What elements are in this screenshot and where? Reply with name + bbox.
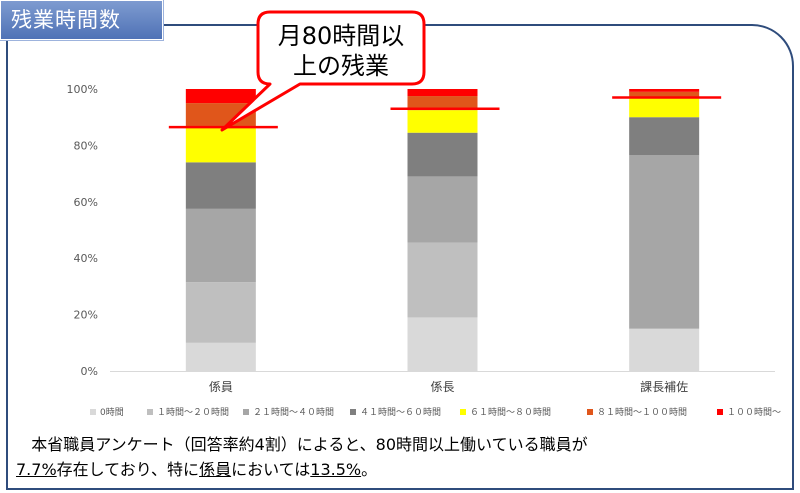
legend-swatch	[350, 409, 356, 415]
legend-swatch	[147, 409, 153, 415]
y-tick-label: 60%	[74, 196, 98, 209]
bar-segment	[407, 242, 478, 318]
callout-bubble	[220, 10, 426, 132]
caption: 本省職員アンケート（回答率約4割）によると、80時間以上働いている職員が 7.7…	[16, 432, 776, 482]
slide-title: 残業時間数	[0, 0, 163, 40]
caption-text-1: 本省職員アンケート（回答率約4割）によると、80時間以上働いている職員が	[31, 435, 588, 454]
legend-label: １００時間～	[727, 407, 781, 418]
caption-mid: 存在しており、特に	[56, 460, 200, 479]
legend-label: ２１時間～４０時間	[253, 407, 334, 418]
y-tick-label: 100%	[67, 83, 98, 96]
callout-line-1: 月80時間以	[278, 22, 405, 50]
y-tick-label: 40%	[74, 252, 98, 265]
x-category-label: 課長補佐	[640, 379, 688, 394]
legend-label: ８１時間～１００時間	[597, 407, 687, 418]
caption-end-2: 。	[361, 460, 378, 479]
bar-segment	[185, 127, 256, 163]
legend-label: ４１時間～６０時間	[360, 407, 441, 418]
bar-segment	[629, 97, 700, 118]
bar-segment	[629, 155, 700, 329]
bar-segment	[407, 96, 478, 111]
legend-swatch	[460, 409, 466, 415]
bar-segment	[185, 208, 256, 283]
bar-segment	[629, 328, 700, 371]
legend-swatch	[587, 409, 593, 415]
y-tick-label: 0%	[81, 365, 98, 378]
bar-segment	[407, 132, 478, 177]
bar-segment	[407, 110, 478, 133]
caption-pct-group: 13.5%	[310, 460, 362, 479]
legend-label: 0時間	[100, 407, 124, 418]
y-tick-label: 80%	[74, 139, 98, 152]
bar-segment	[407, 176, 478, 243]
x-category-label: 係員	[209, 380, 233, 394]
bar-segment	[185, 89, 256, 104]
caption-line-2: 7.7%存在しており、特に係員においては13.5%。	[16, 457, 776, 482]
legend-label: ６１時間～８０時間	[470, 407, 551, 418]
bar-segment	[185, 282, 256, 343]
bar-segment	[629, 89, 700, 92]
bar-segment	[185, 162, 256, 209]
legend-swatch	[717, 409, 723, 415]
caption-pct-total: 7.7%	[16, 460, 57, 479]
bar-segment	[629, 91, 700, 98]
bar-segment	[185, 342, 256, 371]
bar-segment	[407, 317, 478, 371]
y-tick-label: 20%	[74, 309, 98, 322]
legend-swatch	[243, 409, 249, 415]
caption-end-1: においては	[231, 460, 311, 479]
caption-line-1: 本省職員アンケート（回答率約4割）によると、80時間以上働いている職員が	[16, 432, 776, 457]
legend-label: １時間～２０時間	[157, 407, 229, 418]
caption-group: 係員	[199, 460, 232, 479]
x-category-label: 係長	[430, 380, 454, 394]
callout-line-2: 上の残業	[293, 52, 389, 80]
legend-swatch	[90, 409, 96, 415]
bar-segment	[629, 117, 700, 156]
bar-segment	[407, 89, 478, 97]
